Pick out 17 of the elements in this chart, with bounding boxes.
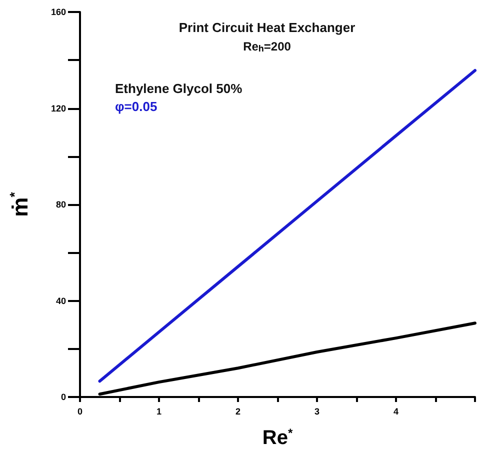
text: Reh=200 <box>243 40 292 54</box>
y-tick-label: 40 <box>56 296 66 306</box>
line-series <box>98 68 476 383</box>
x-tick-label: 3 <box>314 406 320 416</box>
annotation: Ethylene Glycol 50% <box>115 81 243 96</box>
text: Print Circuit Heat Exchanger <box>178 20 356 35</box>
y-tick-label: 80 <box>56 200 66 210</box>
x-tick-label: 1 <box>156 406 162 416</box>
x-tick-label: 2 <box>235 406 241 416</box>
x-tick-label: 0 <box>77 406 83 416</box>
x-tick-label: 4 <box>393 406 399 416</box>
y-tick-label: 120 <box>50 103 66 114</box>
text: φ=0.05 <box>115 99 158 114</box>
y-axis-title: ṁ* <box>7 191 32 217</box>
x-axis-title: Re* <box>262 426 293 449</box>
y-tick-label: 0 <box>60 392 66 402</box>
y-tick-label: 160 <box>50 7 66 17</box>
